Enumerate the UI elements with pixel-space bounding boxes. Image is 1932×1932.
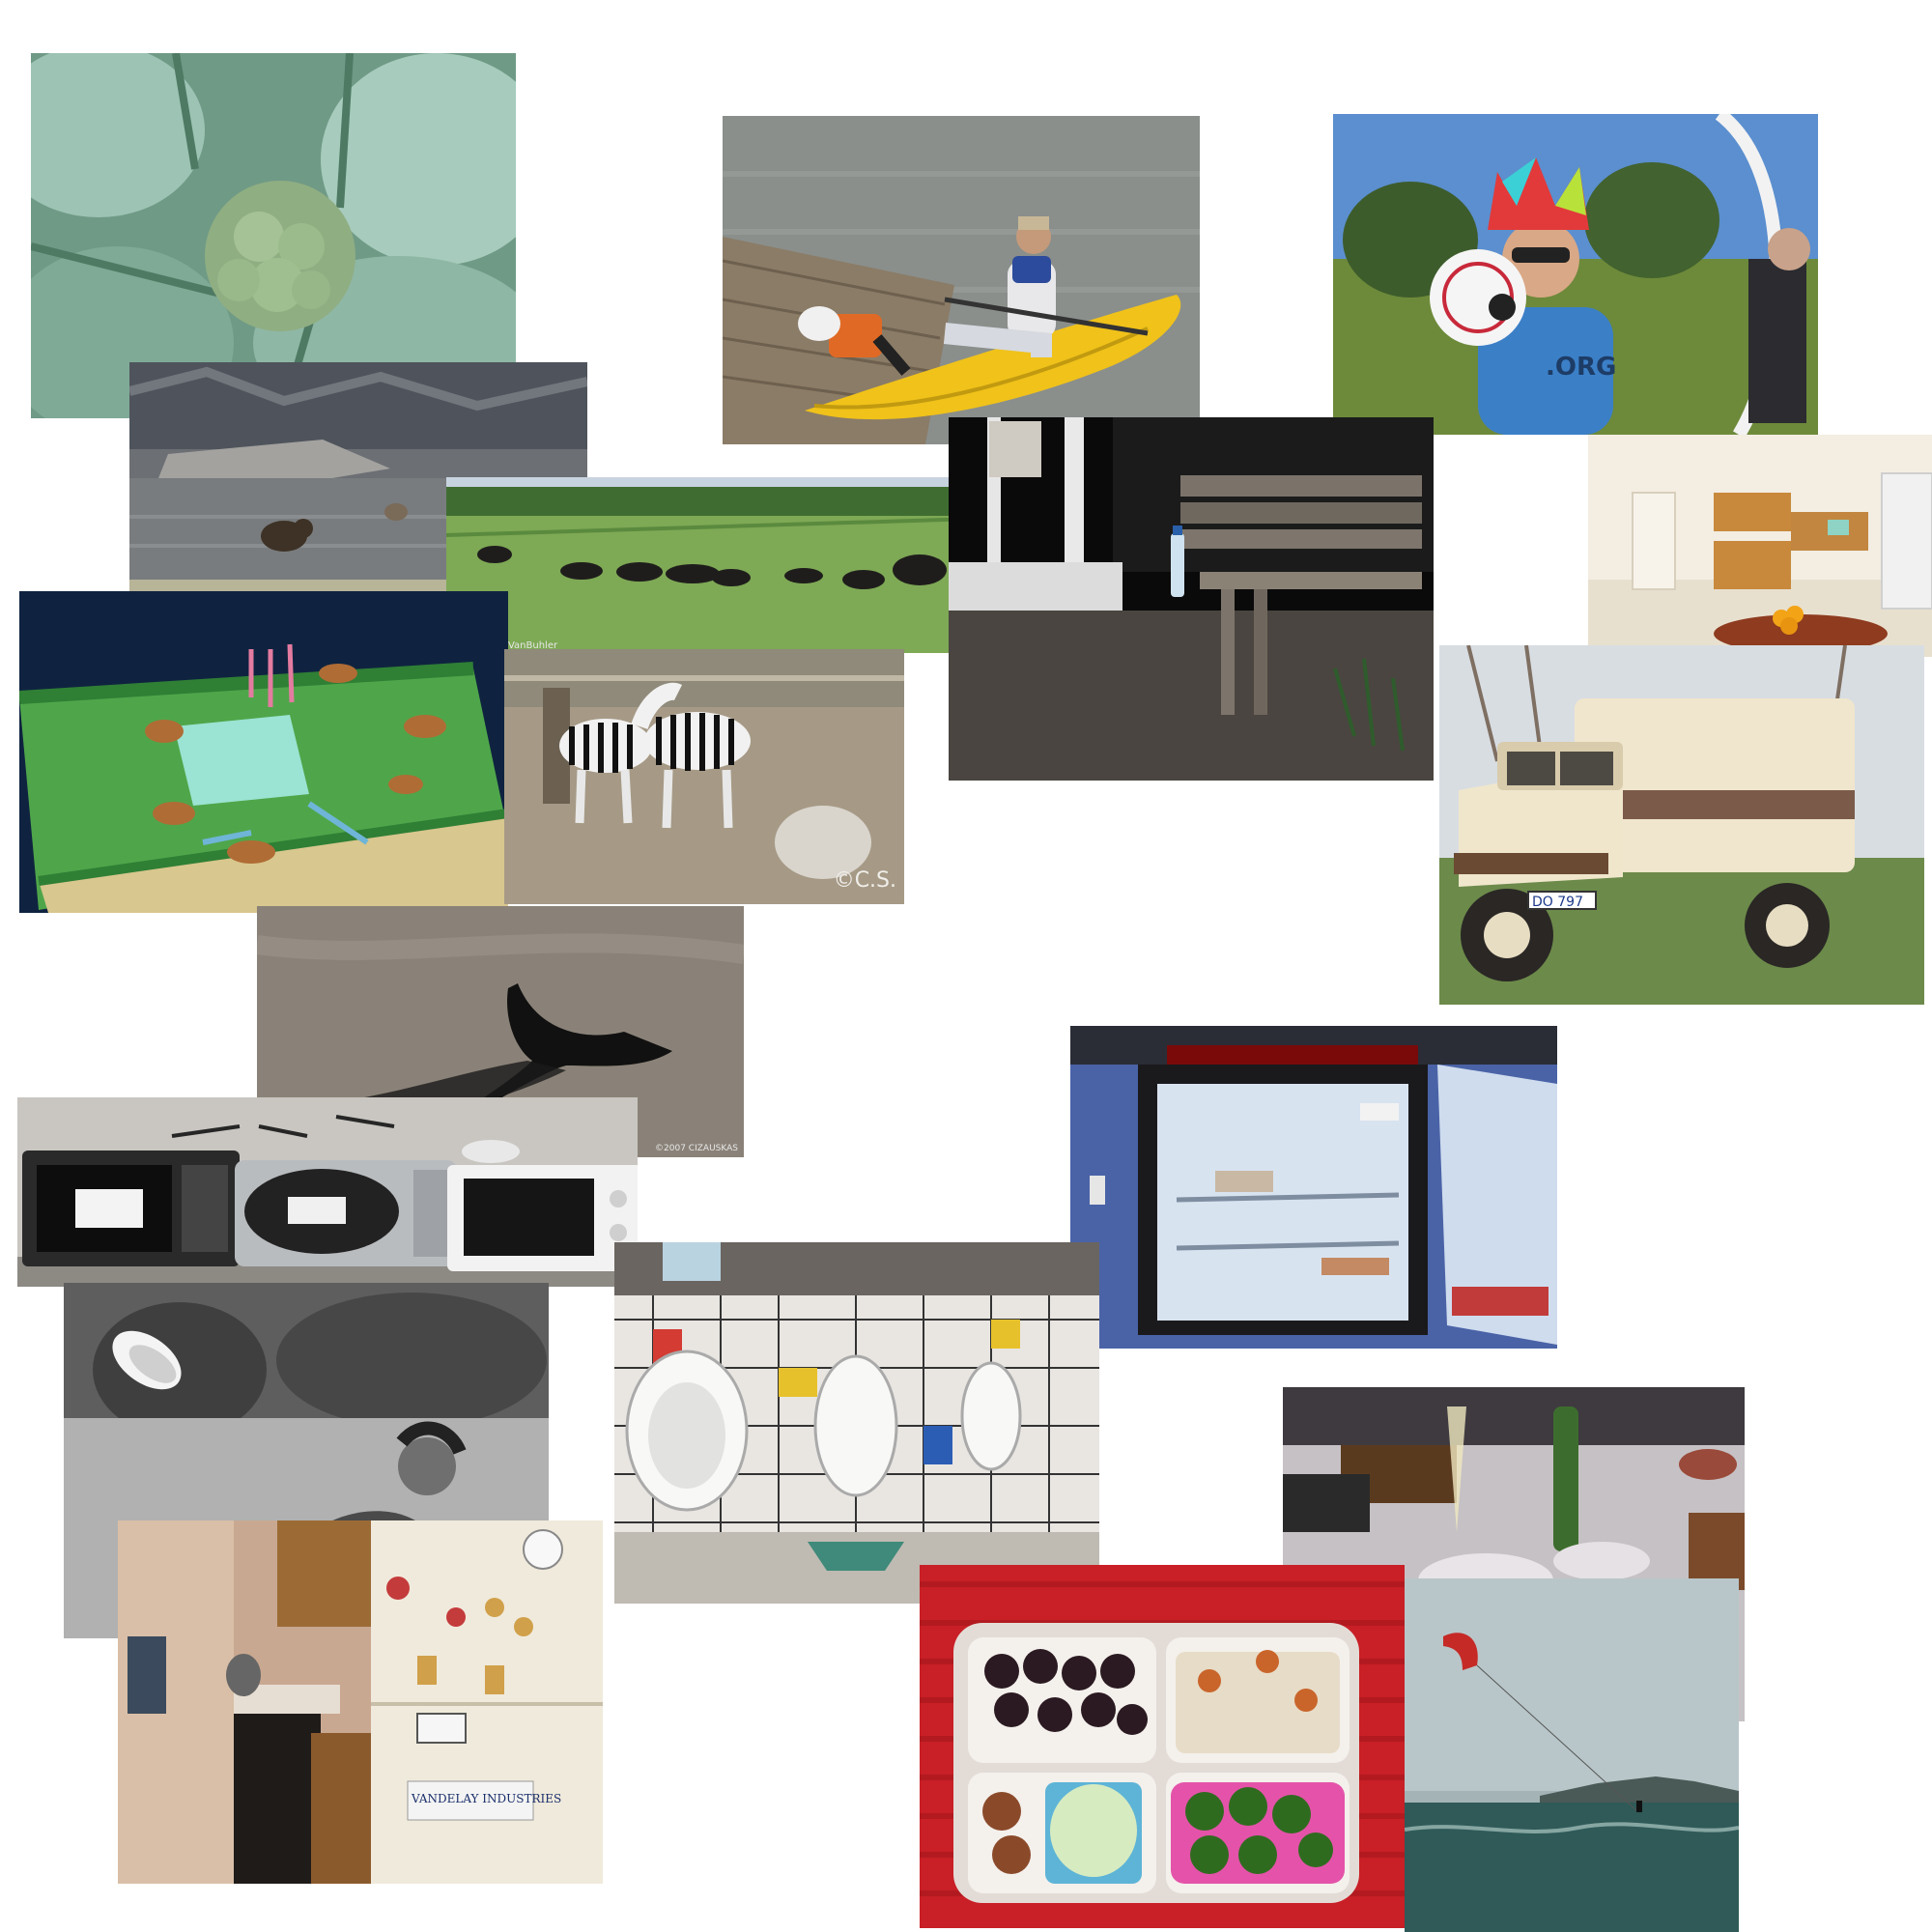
photo-frisbee-woman: .ORG (1333, 114, 1818, 435)
photo-kitesurf (1405, 1578, 1739, 1932)
photo-cake (19, 591, 508, 913)
photo-bench (949, 417, 1434, 781)
photo-kitchen-bright (1588, 435, 1932, 657)
photo-camper-truck: DO 797 (1439, 645, 1924, 1005)
photo-credit: ©2007 CIZAUSKAS (655, 1144, 738, 1153)
photo-microwaves (17, 1097, 638, 1287)
photo-urinals (614, 1242, 1099, 1604)
svg-text:.ORG: .ORG (1546, 353, 1616, 382)
license-plate: DO 797 (1532, 895, 1583, 910)
photo-credit: ©C.S. (833, 868, 896, 893)
photo-fridge-open (1070, 1026, 1557, 1349)
photo-broccoli (31, 53, 516, 418)
photo-kitchen-fridge: VANDELAY INDUSTRIES (118, 1520, 603, 1884)
photo-kayak (723, 116, 1200, 444)
photo-bento (920, 1565, 1405, 1928)
photo-zebras: ©C.S. (504, 649, 904, 904)
fridge-sign: VANDELAY INDUSTRIES (411, 1792, 561, 1805)
